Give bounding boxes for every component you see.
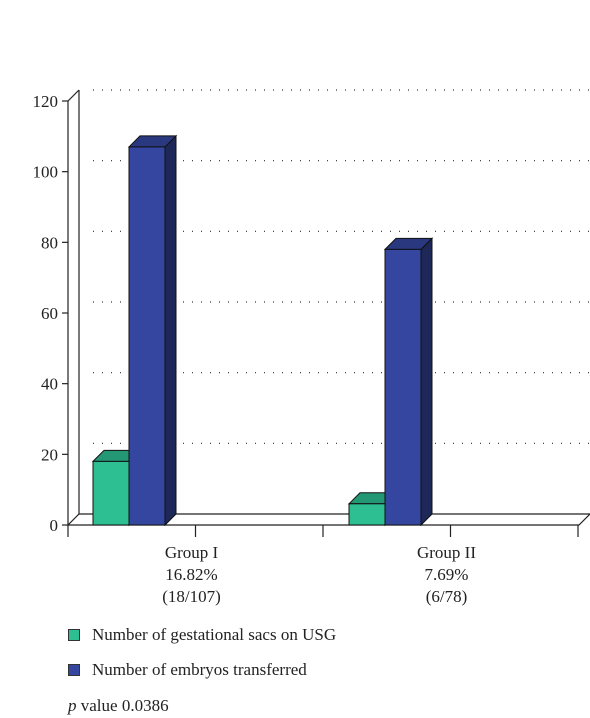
y-tick-label-120: 120 <box>33 92 59 111</box>
x-label-group-i-ratio: (18/107) <box>162 587 221 606</box>
y-axis-top-cap <box>67 89 80 102</box>
legend-item-embryos-transferred: Number of embryos transferred <box>68 660 336 679</box>
x-label-group-ii-percent: 7.69% <box>425 565 469 584</box>
x-label-group-i-percent: 16.82% <box>165 565 217 584</box>
x-label-group-i-name: Group I <box>165 543 219 562</box>
gridlines <box>93 89 590 444</box>
y-tick-label-100: 100 <box>33 163 59 182</box>
legend-item-gestational-sacs: Number of gestational sacs on USG <box>68 625 337 644</box>
y-tick-label-20: 20 <box>41 445 58 464</box>
y-tick-label-80: 80 <box>41 233 58 252</box>
y-tick-label-40: 40 <box>41 375 58 394</box>
p-value-text: value 0.0386 <box>76 696 169 715</box>
y-tick-label-0: 0 <box>50 516 59 535</box>
bars <box>91 134 434 527</box>
axis-labels: 0 20 40 60 80 100 120 Group I 16.82% (18/107) Grou… <box>33 92 477 606</box>
bar-chart: 0 20 40 60 80 100 120 Group I 16.82% (18/107) Grou… <box>33 89 590 606</box>
x-label-group-ii-ratio: (6/78) <box>426 587 468 606</box>
p-value-note: p value 0.0386 <box>68 697 169 714</box>
bar-group-ii-series-2 <box>383 237 434 527</box>
legend: Number of gestational sacs on USG Number… <box>68 625 337 696</box>
legend-label-gestational-sacs: Number of gestational sacs on USG <box>92 625 337 644</box>
legend-label-embryos-transferred: Number of embryos transferred <box>92 660 307 679</box>
legend-swatch-embryos-transferred <box>68 664 80 676</box>
bar-group-i-series-2 <box>127 134 178 527</box>
y-tick-label-60: 60 <box>41 304 58 323</box>
p-symbol: p <box>68 696 77 715</box>
x-label-group-ii-name: Group II <box>417 543 476 562</box>
legend-swatch-gestational-sacs <box>68 629 80 641</box>
